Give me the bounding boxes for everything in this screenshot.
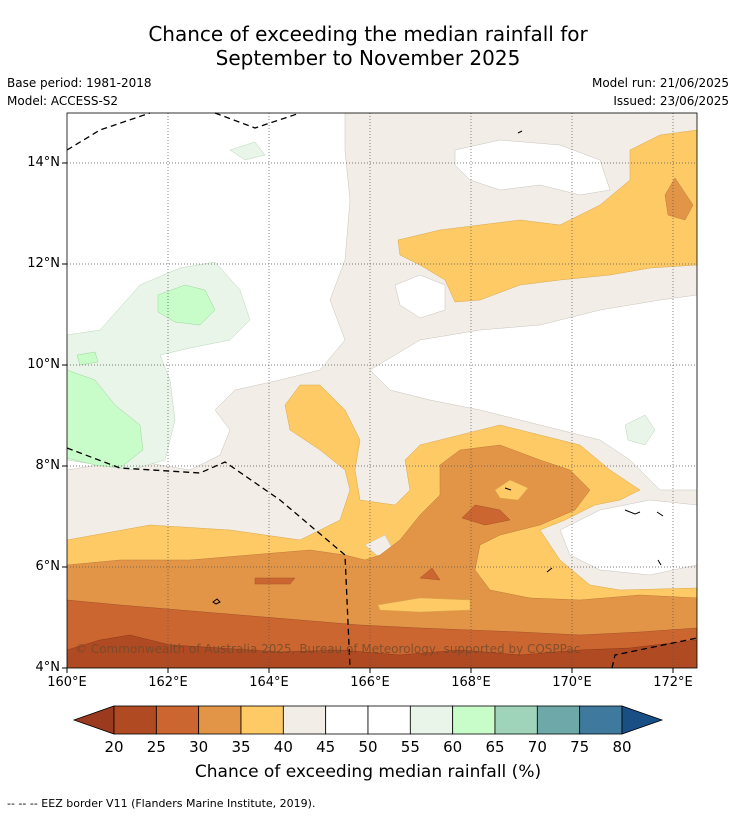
region-30-35-north [664, 177, 694, 221]
colorbar-title: Chance of exceeding median rainfall (%) [194, 762, 542, 782]
colorbar-tick-label: 75 [570, 738, 590, 756]
region-20-25 [67, 634, 697, 668]
colorbar [72, 705, 664, 735]
colorbar-segment [240, 705, 284, 735]
colorbar-tick-label: 50 [358, 738, 378, 756]
map-frame [66, 112, 698, 669]
region-25-30-small-1 [461, 504, 511, 526]
grid-lines [67, 113, 697, 668]
region-35-40-inner [377, 597, 471, 613]
lon-tick-166: 166°E [350, 675, 390, 690]
region-45-55-pocket-4 [559, 499, 697, 576]
colorbar-segment [494, 705, 538, 735]
colorbar-tick-label: 30 [189, 738, 209, 756]
lat-tick-10: 10°N [27, 357, 60, 372]
meta-left: Base period: 1981-2018 Model: ACCESS-S2 [7, 74, 152, 110]
colorbar-segment [113, 705, 157, 735]
region-45-55-pocket-2 [369, 294, 697, 491]
colorbar-segment [155, 705, 200, 735]
colorbar-segment [536, 705, 581, 735]
colorbar-segment [409, 705, 454, 735]
region-55-60-small-2 [624, 414, 656, 446]
copyright-notice: © Commonwealth of Australia 2025, Bureau… [75, 642, 581, 656]
colorbar-extend-low [72, 705, 115, 735]
eez-footnote: -- -- -- EEZ border V11 (Flanders Marine… [7, 797, 316, 810]
lat-tick-12: 12°N [27, 256, 60, 271]
lon-tick-160: 160°E [47, 675, 87, 690]
title-line-2: September to November 2025 [215, 46, 521, 70]
region-30-35 [67, 444, 697, 668]
colorbar-tick-label: 25 [146, 738, 166, 756]
title-line-1: Chance of exceeding the median rainfall … [148, 22, 588, 46]
colorbar-tick-label: 65 [485, 738, 505, 756]
lon-tick-162: 162°E [148, 675, 188, 690]
map-fill-regions [67, 113, 697, 668]
region-45-55-pocket-1 [454, 139, 611, 196]
colorbar-segment [198, 705, 242, 735]
colorbar-tick-label: 80 [612, 738, 632, 756]
colorbar-segment [282, 705, 327, 735]
model-run: Model run: 21/06/2025 [591, 76, 729, 90]
region-55-60-small-1 [229, 141, 266, 161]
region-25-30-small-3 [254, 577, 296, 585]
lon-tick-170: 170°E [552, 675, 592, 690]
region-35-40-north [397, 129, 697, 303]
colorbar-segment [452, 705, 496, 735]
base-period: Base period: 1981-2018 [7, 76, 152, 90]
colorbar-tick-label: 55 [400, 738, 420, 756]
chart-title: Chance of exceeding the median rainfall … [0, 22, 736, 70]
colorbar-tick-label: 35 [231, 738, 251, 756]
region-45-55-pocket-3 [394, 274, 446, 319]
colorbar-tick-label: 20 [104, 738, 124, 756]
colorbar-tick-label: 45 [316, 738, 336, 756]
eez-borders [66, 112, 698, 669]
region-25-30-small-2 [419, 567, 441, 581]
region-60-65-north [157, 284, 216, 326]
lat-tick-4: 4°N [35, 660, 61, 675]
colorbar-tick-label: 60 [443, 738, 463, 756]
issued-date: Issued: 23/06/2025 [613, 94, 729, 108]
meta-right: Model run: 21/06/2025 Issued: 23/06/2025 [592, 74, 729, 110]
region-60-65-west [67, 369, 144, 469]
model-name: Model: ACCESS-S2 [7, 94, 119, 108]
colorbar-tick-label: 70 [527, 738, 547, 756]
lat-tick-14: 14°N [27, 155, 60, 170]
lat-tick-8: 8°N [35, 458, 61, 473]
lon-tick-168: 168°E [451, 675, 491, 690]
colorbar-tick-label: 40 [273, 738, 293, 756]
colorbar-segment [325, 705, 369, 735]
region-35-40-inner-2 [494, 479, 529, 501]
lon-tick-164: 164°E [249, 675, 289, 690]
colorbar-extend-high [621, 705, 664, 735]
region-55-60-small-3 [76, 351, 99, 366]
islands [212, 130, 664, 605]
tick-marks [62, 162, 674, 673]
colorbar-segment [579, 705, 623, 735]
lon-tick-172: 172°E [653, 675, 693, 690]
lat-tick-6: 6°N [35, 559, 61, 574]
colorbar-segment [367, 705, 411, 735]
